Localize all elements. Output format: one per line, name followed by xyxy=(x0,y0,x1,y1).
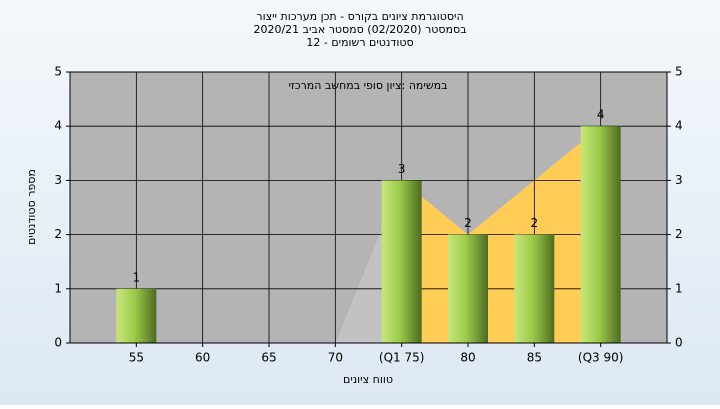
data-label: 1 xyxy=(133,270,141,284)
annotation: במשימה :ציון סופי במחשב המרכזי xyxy=(288,79,447,92)
bar xyxy=(448,234,488,343)
chart-title: היסטוגרמת ציונים בקורס - תכן מערכות ייצו… xyxy=(256,10,463,23)
y-tick-label: 1 xyxy=(54,281,62,295)
x-tick-label: 65 xyxy=(261,351,276,365)
y-tick-label: 3 xyxy=(54,173,62,187)
chart-subtitle: סטודנטים רשומים - 12 xyxy=(306,36,413,49)
y2-tick-label: 1 xyxy=(675,281,683,295)
y-tick-label: 5 xyxy=(54,65,62,79)
y-tick-label: 4 xyxy=(54,119,62,133)
bar xyxy=(116,288,157,343)
x-tick-label: 55 xyxy=(129,351,144,365)
y-tick-label: 0 xyxy=(54,336,62,350)
data-label: 2 xyxy=(531,216,539,230)
x-tick-label: 70 xyxy=(328,351,343,365)
x-axis-label: טווח ציונים xyxy=(343,373,393,386)
x-tick-label: 85 xyxy=(527,351,542,365)
y2-tick-label: 4 xyxy=(675,119,683,133)
x-tick-label: (Q1 75) xyxy=(379,351,425,365)
y-tick-label: 2 xyxy=(54,227,62,241)
bar xyxy=(580,126,621,343)
y-axis-label: מספר סטודנטים xyxy=(25,169,38,245)
data-label: 4 xyxy=(597,108,605,122)
plot-border xyxy=(69,71,668,344)
x-tick-label: 80 xyxy=(460,351,475,365)
y2-tick-label: 3 xyxy=(675,173,683,187)
y2-tick-label: 5 xyxy=(675,65,683,79)
data-label: 2 xyxy=(464,216,472,230)
x-tick-label: 60 xyxy=(195,351,210,365)
bar xyxy=(514,234,555,343)
chart-subtitle: בסמסטר (02/2020) סמסטר אביב 2020/21 xyxy=(253,23,466,36)
y2-tick-label: 0 xyxy=(675,336,683,350)
y2-tick-label: 2 xyxy=(675,227,683,241)
bar xyxy=(381,180,422,343)
data-label: 3 xyxy=(398,162,406,176)
x-tick-label: (Q3 90) xyxy=(578,351,624,365)
title-block: היסטוגרמת ציונים בקורס - תכן מערכות ייצו… xyxy=(253,10,466,49)
